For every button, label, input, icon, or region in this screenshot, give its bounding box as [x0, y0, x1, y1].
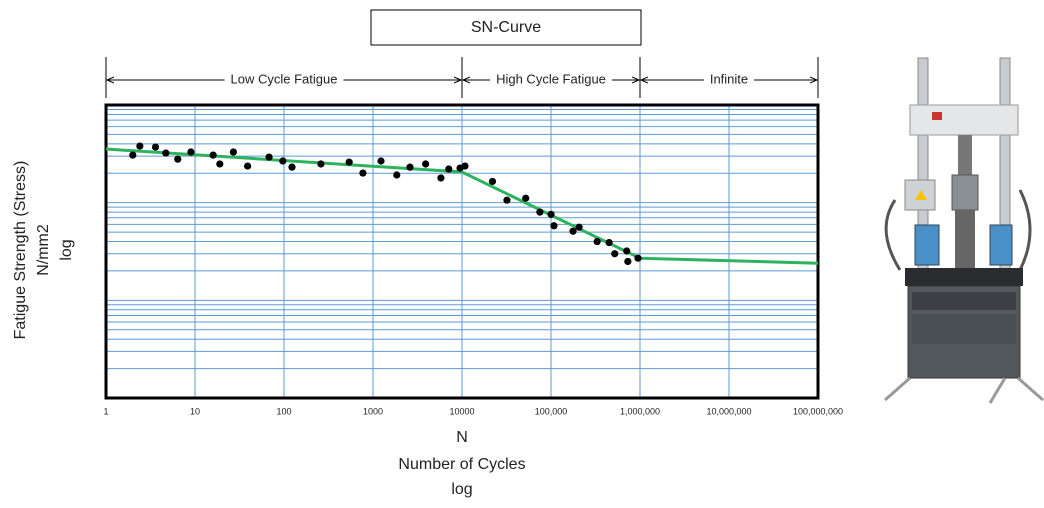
title-box	[370, 9, 642, 46]
x-tick-label: 100,000,000	[793, 406, 843, 416]
data-point	[437, 174, 445, 182]
data-point	[288, 163, 296, 171]
data-point	[623, 247, 631, 255]
region-label-bg	[703, 71, 755, 87]
data-point	[229, 148, 237, 156]
data-point	[461, 162, 469, 170]
data-point	[187, 148, 195, 156]
data-point	[174, 155, 182, 163]
x-tick-label: 10000	[449, 406, 474, 416]
x-tick-label: 100,000	[535, 406, 568, 416]
x-tick-label: 1000	[363, 406, 383, 416]
data-point	[593, 237, 601, 246]
data-point	[547, 210, 555, 218]
data-point	[244, 162, 252, 170]
data-point	[162, 149, 170, 157]
x-label-line: Number of Cycles	[398, 456, 525, 473]
data-point	[406, 163, 414, 171]
data-point	[359, 169, 367, 177]
data-point	[129, 151, 137, 159]
data-point	[503, 196, 511, 204]
x-tick-label: 10	[190, 406, 200, 416]
data-point	[445, 165, 453, 173]
x-tick-label: 10,000,000	[706, 406, 751, 416]
y-axis-label: Fatigue Strength (Stress) N/mm2 log	[12, 161, 75, 340]
x-label-line: log	[451, 481, 472, 498]
region-label: High Cycle Fatigue	[496, 71, 606, 86]
data-point	[265, 153, 273, 161]
data-point	[136, 142, 144, 150]
region-label-bg	[490, 71, 612, 87]
data-point	[536, 208, 544, 216]
data-point	[377, 157, 385, 165]
data-point	[151, 143, 160, 151]
data-point	[488, 177, 497, 186]
data-point	[279, 157, 287, 165]
x-tick-label: 1,000,000	[620, 406, 660, 416]
chart-title: SN-Curve	[471, 19, 541, 36]
data-point	[422, 160, 430, 168]
data-point	[209, 151, 217, 159]
data-point	[624, 257, 632, 266]
data-point	[393, 171, 401, 179]
data-point	[522, 194, 530, 202]
data-point	[216, 160, 224, 168]
region-label: Infinite	[710, 71, 748, 86]
data-point	[569, 227, 577, 235]
region-label-bg	[224, 71, 344, 87]
data-point	[611, 250, 619, 258]
data-point	[634, 254, 642, 262]
plot-border	[104, 103, 820, 400]
data-point	[605, 239, 613, 247]
data-point	[345, 158, 353, 166]
y-label-line: Fatigue Strength (Stress)	[12, 161, 29, 340]
data-point	[550, 222, 558, 230]
y-label-line: N/mm2	[35, 224, 52, 276]
data-point	[575, 223, 583, 231]
machine-photo	[884, 57, 1044, 404]
y-label-line: log	[58, 239, 75, 260]
x-label-line: N	[456, 429, 468, 446]
x-tick-label: 100	[276, 406, 291, 416]
data-point	[317, 160, 325, 168]
region-label: Low Cycle Fatigue	[231, 71, 338, 86]
x-tick-label: 1	[103, 406, 108, 416]
